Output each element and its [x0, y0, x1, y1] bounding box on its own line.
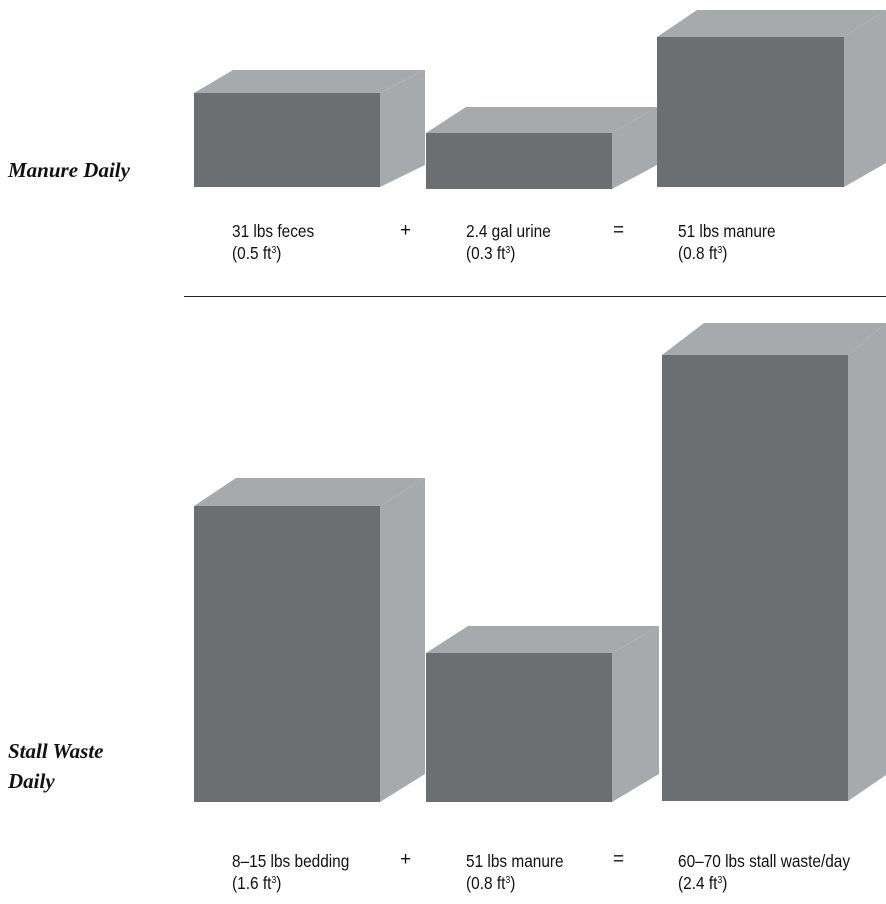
- label-stall-manure: 51 lbs manure (0.8 ft3): [466, 850, 564, 894]
- label-stall-manure-volume: (0.8 ft3): [466, 873, 516, 893]
- box-manure-total: [657, 10, 886, 187]
- operator-equals: =: [613, 220, 625, 241]
- label-manure-total-volume: (0.8 ft3): [678, 243, 728, 263]
- stall-waste-title-line2: Daily: [8, 769, 55, 793]
- label-bedding: 8–15 lbs bedding (1.6 ft3): [232, 850, 349, 894]
- label-urine-volume: (0.3 ft3): [466, 243, 516, 263]
- operator-equals-2: =: [613, 849, 625, 870]
- label-manure-total-name: 51 lbs manure: [678, 221, 776, 241]
- label-stall-waste-total: 60–70 lbs stall waste/day (2.4 ft3): [678, 850, 850, 894]
- operator-plus: +: [400, 220, 412, 241]
- label-feces-volume: (0.5 ft3): [232, 243, 282, 263]
- label-feces: 31 lbs feces (0.5 ft3): [232, 220, 314, 264]
- label-urine: 2.4 gal urine (0.3 ft3): [466, 220, 551, 264]
- label-bedding-volume: (1.6 ft3): [232, 873, 282, 893]
- label-manure-total: 51 lbs manure (0.8 ft3): [678, 220, 776, 264]
- box-stall-manure: [426, 626, 659, 802]
- label-stall-waste-total-name: 60–70 lbs stall waste/day: [678, 851, 851, 871]
- box-urine: [426, 107, 657, 189]
- label-bedding-name: 8–15 lbs bedding: [232, 851, 350, 871]
- label-stall-waste-total-volume: (2.4 ft3): [678, 873, 728, 893]
- operator-plus-2: +: [400, 849, 412, 870]
- stall-waste-title-line1: Stall Waste: [8, 739, 104, 763]
- label-feces-name: 31 lbs feces: [232, 221, 315, 241]
- label-urine-name: 2.4 gal urine: [466, 221, 551, 241]
- box-stall-waste-total: [662, 323, 886, 801]
- label-stall-manure-name: 51 lbs manure: [466, 851, 564, 871]
- box-feces: [194, 70, 425, 187]
- box-bedding: [194, 478, 425, 802]
- section-divider: [184, 296, 886, 297]
- manure-daily-title: Manure Daily: [8, 158, 130, 182]
